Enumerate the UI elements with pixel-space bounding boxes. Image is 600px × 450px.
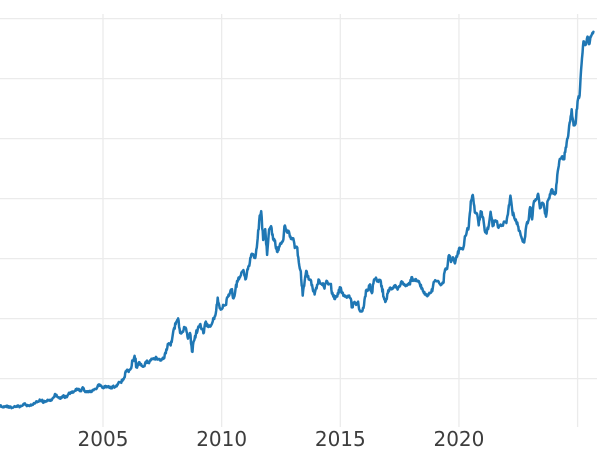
x-axis-tick-label: 2010 — [196, 427, 247, 450]
price-series-line — [0, 30, 595, 410]
x-axis-tick-label: 2020 — [433, 427, 484, 450]
x-axis-tick-label: 2005 — [78, 427, 129, 450]
x-axis-tick-label: 2015 — [315, 427, 366, 450]
